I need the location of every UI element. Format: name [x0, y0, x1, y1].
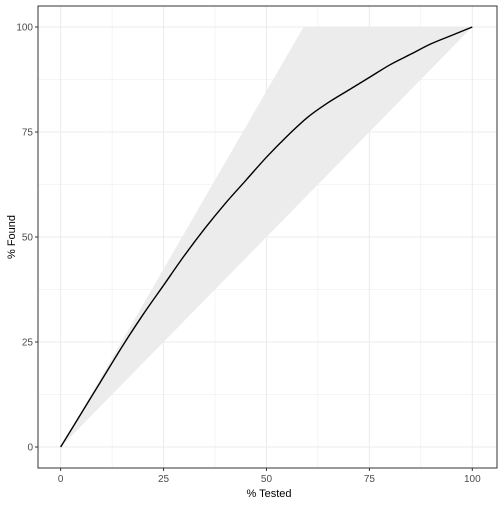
y-tick-label: 25: [22, 338, 34, 349]
series-line-0: [60, 26, 473, 448]
y-tick-label: 50: [22, 233, 34, 244]
confidence-band: [60, 27, 473, 447]
x-tick-label: 100: [464, 474, 481, 485]
y-tick-label: 100: [16, 23, 33, 34]
x-axis-title: % Tested: [246, 488, 291, 500]
y-axis-title: % Found: [6, 215, 18, 259]
x-tick-label: 75: [364, 474, 376, 485]
x-tick-label: 25: [158, 474, 170, 485]
y-tick-label: 0: [27, 443, 33, 454]
band-area: [60, 27, 473, 447]
y-tick-label: 75: [22, 128, 34, 139]
axis-ticks: 0 25 50 75 100 0 25 50 75 100: [16, 23, 481, 486]
series-line-group: [60, 26, 473, 448]
x-tick-label: 50: [261, 474, 273, 485]
x-tick-label: 0: [58, 474, 64, 485]
